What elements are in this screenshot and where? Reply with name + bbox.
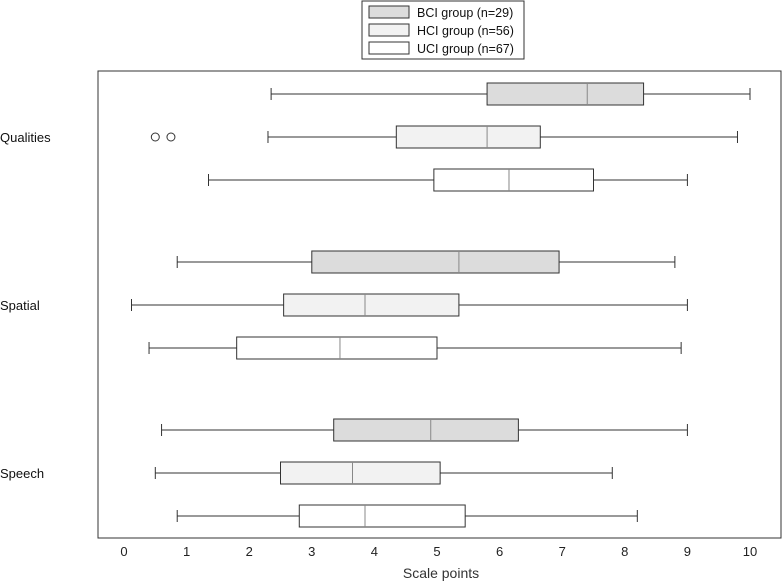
box-qualities-3 — [208, 168, 688, 192]
box-speech-2 — [154, 461, 613, 485]
box-qualities-2 — [150, 125, 738, 149]
outlier-point — [150, 132, 160, 142]
x-tick-label: 9 — [684, 544, 691, 559]
legend-item-3: UCI group (n=67) — [368, 41, 514, 56]
iqr-box — [486, 82, 645, 106]
x-tick-label: 8 — [621, 544, 628, 559]
box-speech-3 — [176, 504, 638, 528]
iqr-box — [395, 125, 541, 149]
x-tick-labels: 0 1 2 3 4 5 6 7 8 9 10 — [120, 544, 757, 559]
iqr-box — [333, 418, 519, 442]
x-tick-label: 5 — [433, 544, 440, 559]
x-tick-label: 1 — [183, 544, 190, 559]
legend-label: UCI group (n=67) — [417, 42, 514, 56]
x-tick-label: 3 — [308, 544, 315, 559]
box-spatial-1 — [176, 250, 676, 274]
x-axis-title: Scale points — [403, 565, 479, 581]
box-spatial-2 — [131, 293, 688, 317]
legend: BCI group (n=29) HCI group (n=56) UCI grou… — [361, 0, 525, 60]
outlier-point — [166, 132, 176, 142]
legend-item-1: BCI group (n=29) — [368, 5, 513, 20]
iqr-box — [283, 293, 460, 317]
iqr-box — [298, 504, 466, 528]
legend-swatch — [368, 41, 410, 55]
box-speech-1 — [161, 418, 688, 442]
box-spatial-3 — [148, 336, 682, 360]
iqr-box — [236, 336, 438, 360]
legend-swatch — [368, 23, 410, 37]
iqr-box — [311, 250, 560, 274]
legend-swatch — [368, 5, 410, 19]
x-tick-label: 6 — [496, 544, 503, 559]
x-tick-label: 10 — [743, 544, 757, 559]
category-label-qualities: Qualities — [0, 130, 51, 145]
iqr-box — [433, 168, 594, 192]
category-label-spatial: Spatial — [0, 298, 40, 313]
x-tick-label: 4 — [371, 544, 378, 559]
category-label-speech: Speech — [0, 466, 44, 481]
x-tick-label: 0 — [120, 544, 127, 559]
x-tick-label: 7 — [559, 544, 566, 559]
legend-item-2: HCI group (n=56) — [368, 23, 514, 38]
box-qualities-1 — [270, 82, 751, 106]
x-tick-label: 2 — [246, 544, 253, 559]
boxes-layer — [131, 82, 751, 528]
legend-label: BCI group (n=29) — [417, 6, 513, 20]
iqr-box — [280, 461, 441, 485]
legend-label: HCI group (n=56) — [417, 24, 514, 38]
category-labels: Qualities Spatial Speech — [0, 130, 51, 481]
